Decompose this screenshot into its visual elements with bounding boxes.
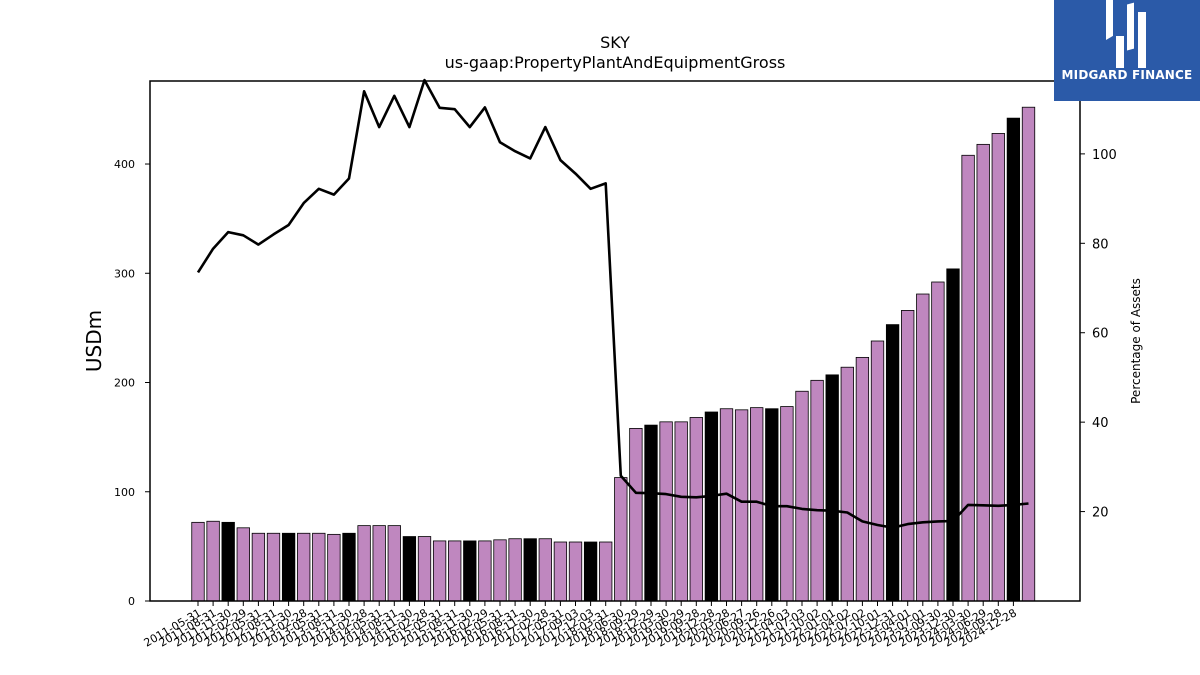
bar: [614, 477, 628, 602]
bar: [538, 538, 552, 602]
bar: [523, 538, 537, 602]
bar: [840, 366, 854, 602]
bar: [553, 541, 568, 602]
bar: [191, 521, 205, 602]
bar: [417, 536, 432, 602]
bar: [478, 540, 492, 602]
y-tick-label: 0: [128, 595, 135, 608]
percentage-line: [196, 78, 1029, 530]
bar: [946, 268, 960, 602]
bar: [357, 525, 371, 602]
bar: [825, 374, 839, 602]
bar: [206, 520, 220, 602]
y-tick-label: 100: [114, 486, 135, 499]
y2-tick-label: 80: [1092, 237, 1109, 252]
bar: [312, 532, 326, 602]
bar: [855, 356, 870, 602]
chart-subtitle: us-gaap:PropertyPlantAndEquipmentGross: [445, 53, 786, 72]
line-layer: [196, 78, 1029, 530]
logo-text: MIDGARD FINANCE: [1061, 68, 1193, 82]
bar: [870, 340, 885, 602]
bar: [402, 536, 417, 602]
bar: [991, 133, 1005, 602]
y2-tick-label: 60: [1092, 327, 1109, 342]
bar: [659, 421, 673, 602]
bar: [297, 532, 311, 602]
bar: [372, 525, 386, 602]
bar: [266, 532, 281, 602]
bar: [221, 521, 235, 602]
bar: [629, 427, 643, 602]
bar: [1021, 106, 1036, 602]
bar: [644, 424, 658, 602]
logo-mark-icon: [1106, 0, 1146, 68]
y-tick-label: 300: [114, 267, 135, 280]
y2-tick-label: 20: [1092, 506, 1109, 521]
y-axis-label: USDm: [82, 310, 106, 372]
bar: [780, 406, 794, 602]
bar: [885, 324, 900, 602]
bar: [795, 390, 809, 602]
y-tick-label: 200: [114, 377, 135, 390]
bar: [508, 538, 522, 602]
bar: [599, 541, 613, 602]
y2-axis-label: Percentage of Assets: [1129, 278, 1143, 404]
bar: [810, 379, 824, 602]
bar: [976, 143, 990, 602]
bar: [463, 540, 477, 602]
bar: [432, 540, 447, 602]
axes-layer: 0100200300400204060801002011-05-312011-0…: [114, 80, 1117, 650]
bar: [236, 527, 250, 602]
bar: [251, 532, 266, 602]
bar: [568, 541, 583, 602]
bar: [901, 310, 915, 602]
plot-frame: [149, 80, 1081, 602]
bar: [448, 540, 462, 602]
bar: [387, 525, 401, 602]
bar: [327, 533, 341, 602]
bar: [583, 541, 598, 602]
bar: [931, 281, 945, 602]
bar: [689, 417, 703, 602]
bar: [704, 411, 719, 602]
bar: [916, 293, 930, 602]
bar: [493, 539, 507, 602]
chart-title: SKY: [600, 33, 630, 52]
bar: [734, 409, 749, 602]
bar: [342, 532, 356, 602]
bar: [674, 421, 688, 602]
bar: [281, 532, 296, 602]
bar: [1006, 117, 1021, 602]
y-tick-label: 400: [114, 158, 135, 171]
y2-tick-label: 100: [1092, 148, 1117, 163]
bar: [719, 408, 734, 602]
y2-tick-label: 40: [1092, 416, 1109, 431]
bar: [961, 154, 975, 602]
midgard-finance-logo: MIDGARD FINANCE: [1054, 0, 1200, 101]
